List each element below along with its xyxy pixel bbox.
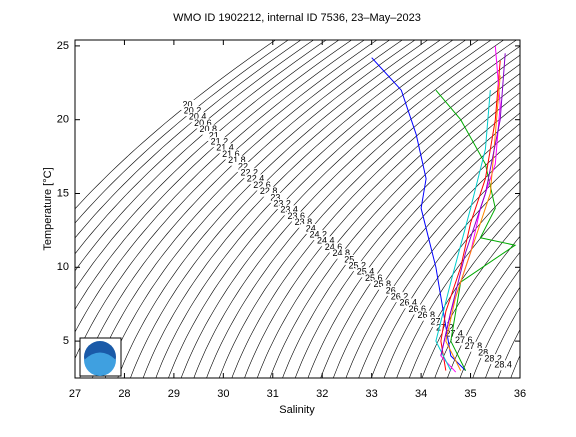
contour-label: 28.4 [494,360,512,370]
y-tick-label: 10 [57,261,69,273]
x-tick-label: 33 [366,388,378,400]
x-axis-label: Salinity [279,404,315,416]
y-tick-label: 15 [57,187,69,199]
y-tick-label: 5 [63,335,69,347]
x-tick-label: 32 [316,388,328,400]
x-tick-label: 27 [69,388,81,400]
y-tick-label: 20 [57,114,69,126]
x-tick-label: 35 [464,388,476,400]
x-tick-label: 30 [217,388,229,400]
noaa-logo [80,338,121,376]
x-tick-label: 36 [514,388,526,400]
y-axis-label: Temperature [°C] [42,167,54,250]
chart-title: WMO ID 1902212, internal ID 7536, 23–May… [173,12,421,24]
x-tick-label: 34 [415,388,427,400]
x-tick-label: 29 [168,388,180,400]
y-tick-label: 25 [57,40,69,52]
x-tick-label: 28 [118,388,130,400]
x-tick-label: 31 [267,388,279,400]
